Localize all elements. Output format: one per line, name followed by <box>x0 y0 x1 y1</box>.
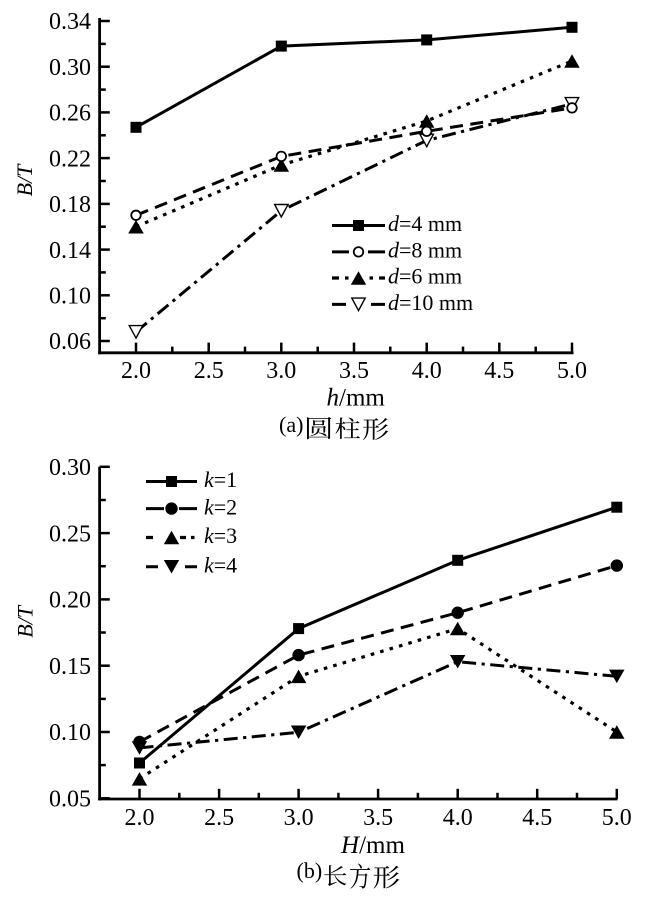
svg-text:0.06: 0.06 <box>49 329 91 355</box>
svg-text:B/T: B/T <box>12 163 37 197</box>
svg-text:k=4: k=4 <box>204 553 237 578</box>
svg-text:3.0: 3.0 <box>266 358 296 384</box>
svg-text:4.5: 4.5 <box>522 805 552 831</box>
svg-text:0.26: 0.26 <box>49 101 91 127</box>
svg-text:4.0: 4.0 <box>412 358 442 384</box>
svg-text:2.5: 2.5 <box>194 358 224 384</box>
svg-text:H/mm: H/mm <box>340 832 405 859</box>
svg-text:4.5: 4.5 <box>484 358 514 384</box>
svg-text:0.30: 0.30 <box>49 455 91 481</box>
svg-text:k=1: k=1 <box>204 467 237 492</box>
svg-text:2.0: 2.0 <box>121 358 151 384</box>
svg-text:0.30: 0.30 <box>49 55 91 81</box>
svg-text:4.0: 4.0 <box>443 805 473 831</box>
svg-text:h/mm: h/mm <box>327 385 386 412</box>
svg-text:0.18: 0.18 <box>49 192 91 218</box>
svg-text:d=4 mm: d=4 mm <box>388 211 462 236</box>
svg-text:0.05: 0.05 <box>49 787 91 813</box>
svg-text:0.25: 0.25 <box>49 521 91 547</box>
svg-text:d=6 mm: d=6 mm <box>388 264 462 289</box>
svg-text:2.5: 2.5 <box>204 805 234 831</box>
svg-text:d=8 mm: d=8 mm <box>388 238 462 263</box>
svg-text:3.0: 3.0 <box>284 805 314 831</box>
svg-text:k=3: k=3 <box>204 523 237 548</box>
svg-text:0.34: 0.34 <box>49 9 91 35</box>
svg-text:0.14: 0.14 <box>49 238 91 264</box>
svg-text:(b): (b) <box>297 858 323 883</box>
svg-text:0.10: 0.10 <box>49 284 91 310</box>
svg-text:d=10 mm: d=10 mm <box>388 290 473 315</box>
svg-text:0.15: 0.15 <box>49 654 91 680</box>
svg-text:0.20: 0.20 <box>49 588 91 614</box>
svg-text:(a): (a) <box>279 412 303 437</box>
svg-text:B/T: B/T <box>12 604 37 638</box>
svg-text:5.0: 5.0 <box>602 805 632 831</box>
svg-text:0.22: 0.22 <box>49 146 91 172</box>
svg-text:2.0: 2.0 <box>125 805 155 831</box>
svg-text:0.10: 0.10 <box>49 720 91 746</box>
svg-text:k=2: k=2 <box>204 494 237 519</box>
svg-text:5.0: 5.0 <box>557 358 587 384</box>
svg-text:3.5: 3.5 <box>363 805 393 831</box>
svg-text:3.5: 3.5 <box>339 358 369 384</box>
